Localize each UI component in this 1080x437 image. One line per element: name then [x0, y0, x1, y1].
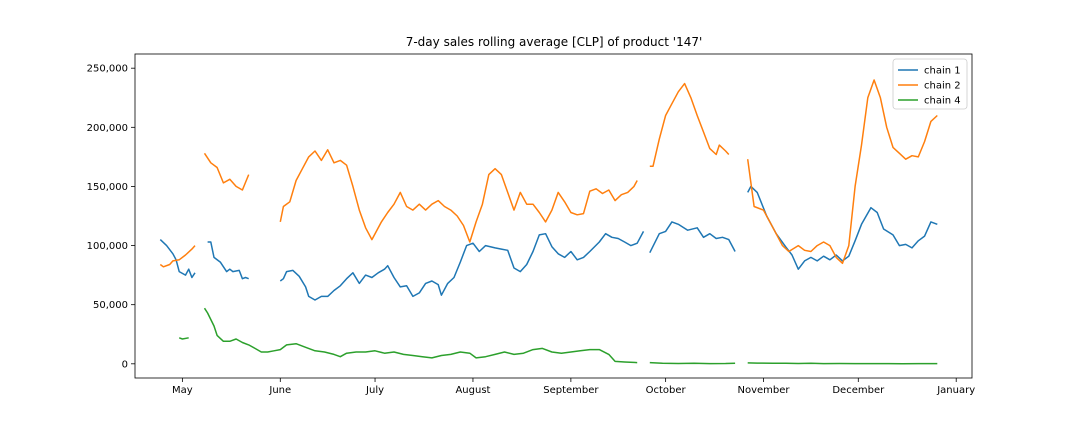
y-tick-label: 250,000 — [87, 64, 128, 75]
x-tick-label: May — [172, 385, 193, 396]
series-layer — [159, 79, 938, 365]
series-line-segment — [746, 79, 938, 265]
x-tick-label: November — [738, 385, 791, 396]
x-tick-label: December — [832, 385, 885, 396]
y-tick-label: 0 — [122, 359, 128, 370]
series-line-segment — [279, 231, 645, 301]
series-chain-2 — [159, 79, 938, 268]
series-line-segment — [203, 152, 250, 191]
series-line-segment — [649, 82, 730, 168]
series-line-segment — [649, 221, 736, 254]
y-tick-label: 200,000 — [87, 123, 128, 134]
y-tick-label: 50,000 — [93, 300, 128, 311]
series-chain-4 — [178, 307, 938, 365]
x-tick-label: January — [936, 385, 975, 396]
x-tick-label: August — [455, 385, 490, 396]
x-tick-label: September — [543, 385, 599, 396]
x-tick-label: October — [646, 385, 687, 396]
legend-box — [892, 58, 968, 110]
legend-label: chain 4 — [924, 96, 961, 107]
series-line-segment — [279, 149, 638, 243]
y-tick-label: 150,000 — [87, 182, 128, 193]
legend: chain 1 chain 2 chain 4 — [892, 58, 968, 110]
series-line-segment — [207, 241, 249, 280]
series-line-segment — [747, 185, 938, 270]
y-axis: 0 50,000 100,000 150,000 200,000 250,000 — [87, 64, 135, 370]
x-tick-label: June — [268, 385, 291, 396]
series-chain-1 — [159, 185, 938, 301]
legend-label: chain 1 — [924, 66, 961, 77]
series-line-segment — [159, 245, 196, 268]
series-line-segment — [649, 361, 736, 365]
plot-frame — [134, 53, 973, 379]
series-line-segment — [159, 239, 196, 279]
y-tick-label: 100,000 — [87, 241, 128, 252]
x-axis: May June July August September October Novembe… — [172, 378, 975, 396]
legend-label: chain 2 — [924, 81, 961, 92]
series-line-segment — [203, 307, 638, 364]
chart-title: 7-day sales rolling average [CLP] of pro… — [406, 35, 703, 49]
series-line-segment — [178, 337, 189, 340]
series-line-segment — [747, 362, 938, 365]
x-tick-label: July — [365, 385, 384, 396]
